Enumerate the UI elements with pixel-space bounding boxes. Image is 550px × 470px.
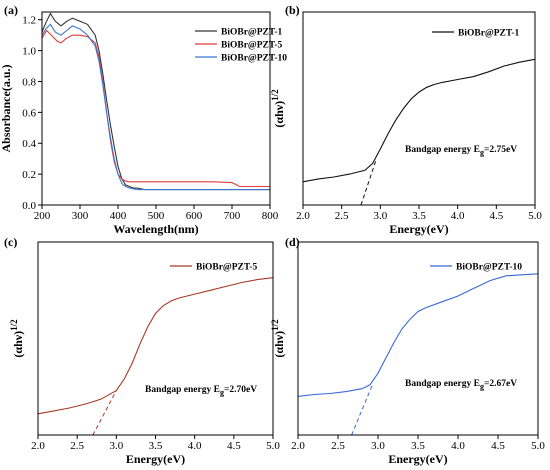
y-axis-label-text: (αhν)	[272, 331, 286, 358]
series-line	[297, 273, 539, 397]
x-tick-label: 4.0	[451, 440, 465, 452]
series-line	[37, 277, 274, 415]
x-tick-label: 2.5	[70, 440, 84, 452]
x-tick-label: 3.0	[373, 210, 387, 222]
x-tick-label: 4.0	[451, 210, 465, 222]
x-tick-label: 2.0	[291, 440, 305, 452]
panel-label: (d)	[285, 235, 300, 249]
x-axis-label: Energy(eV)	[388, 452, 447, 466]
bandgap-subscript: g	[220, 388, 224, 397]
bandgap-annotation: Bandgap energy Eg=2.70eV	[145, 385, 257, 397]
series-line	[302, 58, 536, 183]
y-axis-label: (αhν)1/2	[270, 319, 286, 358]
panel-a: (a) 200 300 400 500 600 700 800 0.0 0.2 0.4 0.6 0.8 1…	[0, 3, 287, 236]
y-tick-label: 0.6	[22, 107, 36, 119]
x-tick-label: 4.5	[489, 210, 503, 222]
x-tick-label: 4.5	[227, 440, 241, 452]
panel-label: (c)	[4, 235, 17, 249]
x-tick-label: 700	[224, 210, 241, 222]
x-tick-label: 3.0	[109, 440, 123, 452]
y-axis-label: (αhν)1/2	[270, 89, 286, 128]
y-axis-label-text: (αhν)	[11, 331, 25, 358]
y-axis-label: Absorbance(a.u.)	[0, 64, 13, 152]
x-tick-label: 4.0	[188, 440, 202, 452]
panel-label: (b)	[285, 3, 300, 17]
x-tick-label: 2.0	[296, 210, 310, 222]
series-line	[41, 23, 270, 191]
y-tick-label: 0.4	[22, 138, 36, 150]
bandgap-prefix: Bandgap energy E	[405, 145, 480, 155]
bandgap-prefix: Bandgap energy E	[405, 379, 480, 389]
legend-label: BiOBr@PZT-10	[456, 263, 522, 273]
legend-label: BiOBr@PZT-5	[221, 41, 283, 51]
panel-c: (c)2.0 2.5 3.0 3.5 4.0 4.5 5.0Energy(eV)(αhν)1…	[4, 235, 280, 466]
x-tick-label: 300	[72, 210, 89, 222]
bandgap-prefix: Bandgap energy E	[145, 385, 220, 395]
y-axis-label-text: (αhν)	[272, 101, 286, 128]
x-tick-label: 400	[110, 210, 127, 222]
x-tick-label: 5.0	[528, 210, 542, 222]
x-tick-label: 3.0	[371, 440, 385, 452]
x-axis-label: Energy(eV)	[389, 222, 448, 236]
x-axis-label: Wavelength(nm)	[113, 222, 198, 236]
y-tick-label: 0.2	[22, 169, 36, 181]
legend-label: BiOBr@PZT-5	[196, 263, 258, 273]
x-tick-label: 800	[262, 210, 279, 222]
tangent-line	[360, 158, 377, 206]
panel-label: (a)	[4, 3, 18, 17]
bandgap-value: =2.67eV	[484, 379, 517, 389]
bandgap-value: =2.70eV	[224, 385, 257, 395]
legend-label: BiOBr@PZT-1	[221, 28, 283, 38]
x-tick-label: 2.5	[331, 440, 345, 452]
legend-label: BiOBr@PZT-1	[458, 29, 520, 39]
x-tick-label: 3.5	[412, 210, 426, 222]
x-tick-label: 2.0	[31, 440, 45, 452]
x-tick-label: 5.0	[266, 440, 280, 452]
bandgap-annotation: Bandgap energy Eg=2.67eV	[405, 379, 517, 391]
y-axis-label: (αhν)1/2	[9, 319, 25, 358]
y-tick-label: 0.0	[22, 200, 36, 212]
x-tick-label: 500	[148, 210, 165, 222]
bandgap-subscript: g	[480, 148, 484, 157]
y-tick-label: 1.0	[22, 46, 36, 58]
legend-label: BiOBr@PZT-10	[221, 54, 287, 64]
panel-d: (d) 2.0 2.5 3.0 3.5 4.0 4.5 5.0 Energy(eV) (αhν)1…	[270, 235, 545, 466]
bandgap-value: =2.75eV	[484, 145, 517, 155]
y-axis-label-superscript: 1/2	[270, 319, 280, 331]
x-tick-label: 3.5	[149, 440, 163, 452]
y-axis-label-text: Absorbance(a.u.)	[0, 64, 13, 152]
bandgap-subscript: g	[480, 382, 484, 391]
x-tick-label: 600	[186, 210, 203, 222]
y-tick-label: 0.8	[22, 76, 36, 88]
x-tick-label: 3.5	[411, 440, 425, 452]
x-tick-label: 5.0	[531, 440, 545, 452]
tangent-line	[92, 390, 117, 436]
panel-b: (b) 2.0 2.5 3.0 3.5 4.0 4.5 5.0 Energy(eV) (αhν)1…	[270, 3, 542, 236]
tangent-line	[351, 384, 373, 436]
y-tick-label: 1.2	[22, 15, 36, 27]
x-axis-label: Energy(eV)	[126, 452, 185, 466]
x-tick-label: 4.5	[491, 440, 505, 452]
y-axis-label-superscript: 1/2	[270, 89, 280, 101]
y-axis-label-superscript: 1/2	[9, 319, 19, 331]
bandgap-annotation: Bandgap energy Eg=2.75eV	[405, 145, 517, 157]
x-tick-label: 200	[34, 210, 51, 222]
x-tick-label: 2.5	[335, 210, 349, 222]
